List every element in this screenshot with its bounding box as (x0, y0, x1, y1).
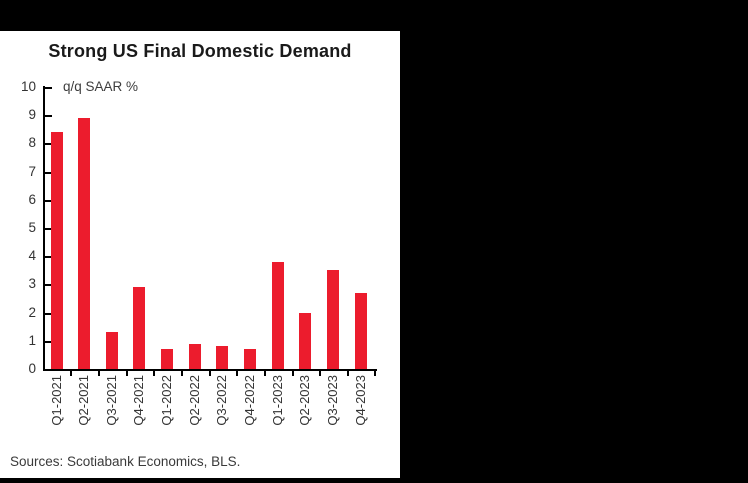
y-tick-label: 7 (28, 163, 36, 179)
y-tick-label: 6 (28, 191, 36, 207)
x-tick-label: Q1-2022 (159, 375, 175, 426)
y-axis-tick (45, 340, 52, 343)
x-axis-tick (208, 371, 211, 376)
x-axis-tick (346, 371, 349, 376)
y-axis-tick (45, 284, 52, 287)
y-axis-tick (45, 143, 52, 146)
bar (133, 287, 146, 369)
y-tick-label: 3 (28, 276, 36, 292)
x-axis-line (43, 369, 377, 371)
y-axis-line (43, 86, 45, 371)
bar (244, 349, 257, 369)
bar (161, 349, 174, 369)
x-tick-label: Q4-2022 (242, 375, 258, 426)
chart-title: Strong US Final Domestic Demand (48, 41, 352, 61)
x-tick-label: Q2-2022 (186, 375, 202, 426)
x-axis-tick (319, 371, 322, 376)
y-tick-label: 9 (28, 107, 36, 123)
bar (299, 313, 312, 369)
x-tick-label: Q4-2021 (131, 375, 147, 426)
chart-panel: Strong US Final Domestic Demand q/q SAAR… (0, 31, 400, 478)
y-axis-tick (45, 115, 52, 118)
bar (50, 132, 63, 369)
x-axis-tick (70, 371, 73, 376)
bar (271, 262, 284, 369)
x-tick-label: Q3-2021 (103, 375, 119, 426)
y-tick-label: 0 (28, 361, 36, 376)
x-axis-tick (291, 371, 294, 376)
x-axis-tick (97, 371, 100, 376)
bar (78, 118, 91, 369)
bar (216, 346, 229, 369)
y-tick-label: 5 (28, 220, 36, 235)
y-tick-label: 8 (28, 135, 36, 151)
y-axis-tick (45, 199, 52, 202)
x-axis-tick (374, 371, 377, 376)
y-axis-tick (45, 312, 52, 315)
x-axis-tick (125, 371, 128, 376)
y-tick-label: 4 (28, 248, 36, 264)
bar (354, 293, 367, 369)
bar (327, 270, 339, 369)
x-tick-label: Q1-2023 (269, 375, 285, 426)
x-axis-tick (263, 371, 266, 376)
y-axis-tick (45, 369, 52, 371)
sources-note: Sources: Scotiabank Economics, BLS. (10, 454, 241, 469)
bar (105, 332, 118, 369)
y-axis-tick (45, 228, 52, 230)
x-axis-tick (180, 371, 183, 376)
y-axis-tick (45, 256, 52, 259)
x-axis-tick (236, 371, 239, 376)
x-tick-label: Q3-2023 (325, 375, 340, 426)
x-tick-label: Q3-2022 (214, 375, 230, 426)
y-tick-label: 10 (20, 79, 36, 94)
x-tick-label: Q2-2021 (76, 375, 92, 426)
x-tick-label: Q4-2023 (352, 375, 368, 426)
y-axis-tick (45, 171, 52, 174)
x-tick-label: Q2-2023 (297, 375, 313, 426)
y-tick-label: 1 (28, 332, 36, 348)
y-axis-unit-label: q/q SAAR % (63, 79, 139, 94)
x-tick-label: Q1-2021 (48, 375, 64, 426)
y-tick-label: 2 (28, 304, 36, 320)
x-axis-tick (153, 371, 156, 376)
y-axis-tick (45, 87, 52, 89)
bar (188, 344, 201, 369)
